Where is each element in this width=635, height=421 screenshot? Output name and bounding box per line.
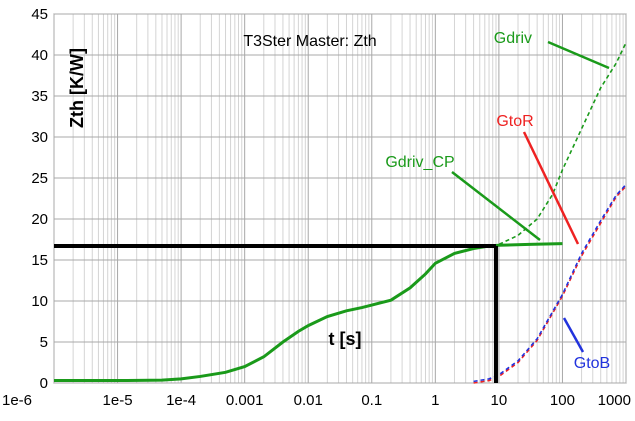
y-axis-label: Zth [K/W] xyxy=(67,48,87,128)
x-tick-label: 1 xyxy=(431,392,439,409)
gdriv-cp-leader-line xyxy=(451,171,541,241)
annotations xyxy=(451,40,610,353)
y-tick-label: 10 xyxy=(31,293,48,310)
gtor-leader-line xyxy=(522,131,580,245)
reference-lines xyxy=(54,244,498,383)
plot-background xyxy=(53,13,627,384)
chart-title: T3Ster Master: Zth xyxy=(243,33,376,50)
y-tick-label: 30 xyxy=(31,129,48,146)
x-tick-label: 100 xyxy=(550,392,575,409)
x-tick-label: 1e-5 xyxy=(103,392,133,409)
y-tick-label: 0 xyxy=(40,375,48,392)
y-tick-labels: 0 5 10 15 20 25 30 35 40 45 xyxy=(31,6,48,392)
series-gdriv-line xyxy=(492,42,627,248)
x-tick-label: 10 xyxy=(491,392,508,409)
legend-label-gtor: GtoR xyxy=(496,113,533,130)
x-tick-labels: 1e-6 1e-5 1e-4 0.001 0.01 0.1 1 10 100 1000 xyxy=(2,392,631,409)
gdriv-leader-line xyxy=(547,40,610,70)
x-tick-label: 1000 xyxy=(598,392,631,409)
gtob-leader-line xyxy=(562,317,585,353)
x-tick-label: 0.01 xyxy=(294,392,323,409)
x-axis-label: t [s] xyxy=(329,329,362,349)
grid xyxy=(53,13,627,384)
legend-label-gtob: GtoB xyxy=(574,355,610,372)
x-tick-label: 1e-6 xyxy=(2,392,32,409)
y-tick-label: 45 xyxy=(31,6,48,23)
series-gdriv-cp-line xyxy=(54,242,563,383)
y-tick-label: 15 xyxy=(31,252,48,269)
x-tick-label: 1e-4 xyxy=(166,392,196,409)
legend-label-gdriv: Gdriv xyxy=(494,30,532,47)
x-tick-label: 0.001 xyxy=(226,392,264,409)
y-tick-label: 40 xyxy=(31,47,48,64)
y-tick-label: 25 xyxy=(31,170,48,187)
legend-label-gdriv-cp: Gdriv_CP xyxy=(385,154,454,171)
y-tick-label: 5 xyxy=(40,334,48,351)
x-tick-label: 0.1 xyxy=(361,392,382,409)
y-tick-label: 35 xyxy=(31,88,48,105)
y-tick-label: 20 xyxy=(31,211,48,228)
